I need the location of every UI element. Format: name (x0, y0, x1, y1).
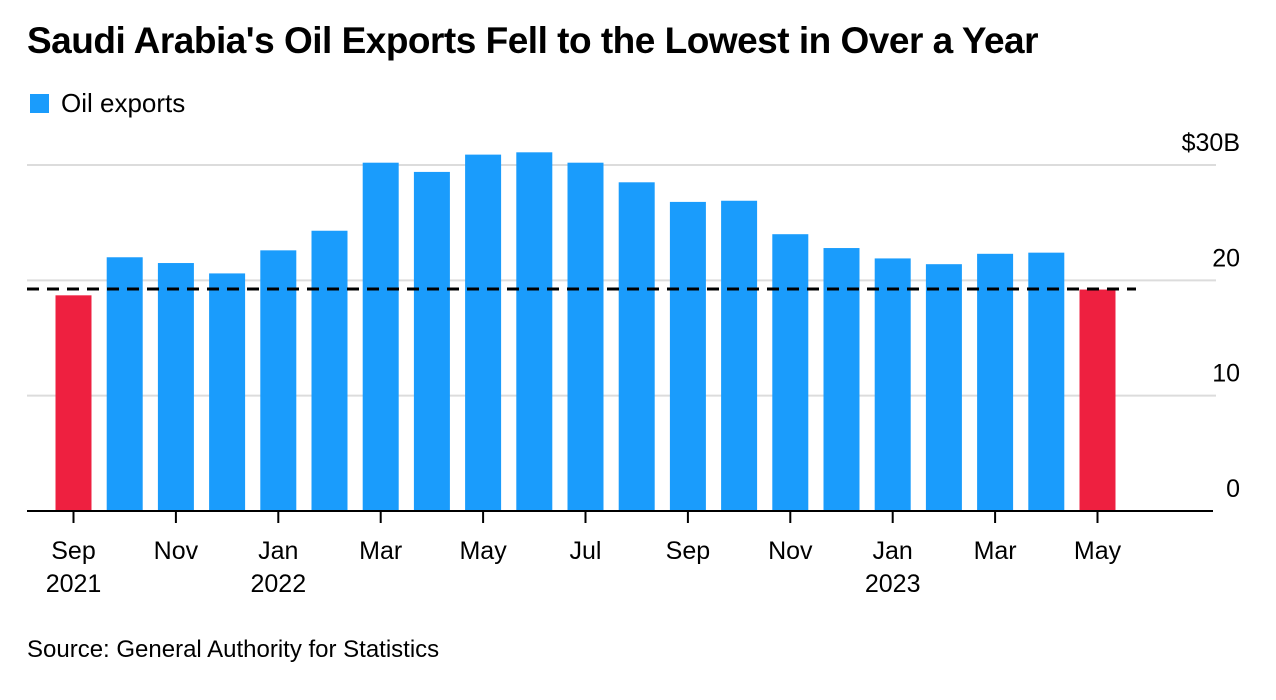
bar (977, 253, 1014, 511)
bar (157, 263, 194, 511)
chart-title: Saudi Arabia's Oil Exports Fell to the L… (27, 20, 1039, 61)
bar (413, 171, 450, 512)
legend-swatch-oil-exports (30, 94, 49, 113)
bar (669, 201, 706, 511)
bar (772, 234, 809, 511)
x-tick-label-year: 2021 (46, 570, 102, 598)
bar (516, 152, 553, 511)
bar (721, 200, 758, 511)
x-tick-label-month: Mar (974, 537, 1017, 565)
source-note: Source: General Authority for Statistics (27, 636, 440, 663)
bar (823, 248, 860, 512)
x-tick-label-month: Mar (359, 537, 402, 565)
x-tick-label-year: 2023 (865, 570, 921, 598)
y-tick-label: 0 (1226, 475, 1240, 503)
y-axis-ticks: 0 10 20 $30B (1182, 129, 1240, 503)
bar (465, 154, 502, 511)
x-tick-label-month: May (1074, 537, 1122, 565)
x-tick-label-month: Jul (570, 537, 602, 565)
x-axis-ticks: Sep 2021 Nov Jan 2022 Mar May Jul Sep Nov Jan 2023 M… (46, 511, 1122, 598)
legend-label-oil-exports: Oil exports (61, 88, 186, 118)
bar (618, 182, 655, 512)
bar-highlighted (1079, 289, 1116, 511)
bar (260, 250, 297, 511)
bar (925, 264, 962, 511)
bar (567, 162, 604, 511)
y-tick-label: $30B (1182, 129, 1240, 157)
x-tick-label-month: May (459, 537, 507, 565)
legend: Oil exports (30, 88, 185, 119)
bar (106, 257, 143, 511)
bar-highlighted (55, 295, 92, 511)
y-tick-label: 10 (1212, 360, 1240, 388)
bar (1028, 252, 1065, 512)
bar (874, 258, 911, 511)
x-tick-label-month: Sep (51, 537, 95, 565)
y-tick-label: 20 (1212, 244, 1240, 272)
bar (209, 273, 246, 511)
x-tick-label-month: Jan (258, 537, 298, 565)
x-tick-label-month: Nov (154, 537, 199, 565)
x-tick-label-month: Jan (873, 537, 913, 565)
bar (362, 162, 399, 511)
bars (55, 152, 1116, 512)
x-tick-label-year: 2022 (250, 570, 306, 598)
bar (311, 230, 348, 512)
x-tick-label-month: Sep (666, 537, 710, 565)
x-tick-label-month: Nov (768, 537, 813, 565)
